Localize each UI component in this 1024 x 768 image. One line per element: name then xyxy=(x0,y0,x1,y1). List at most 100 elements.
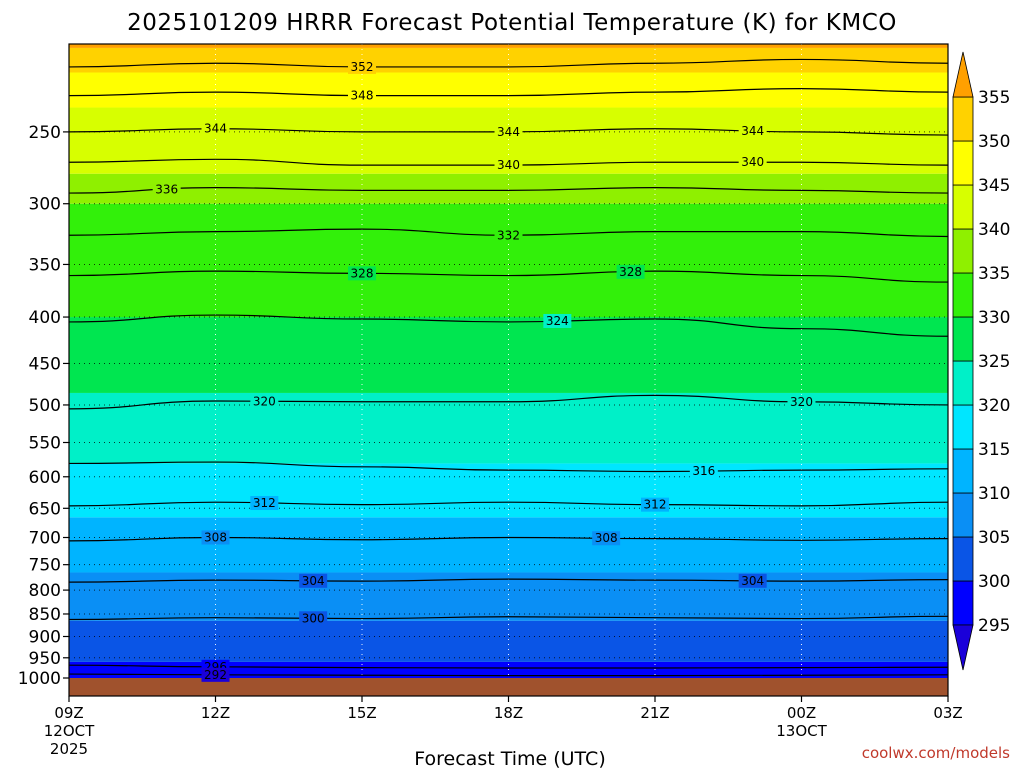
contour-label-328: 328 xyxy=(619,265,642,279)
contour-label-308: 308 xyxy=(595,531,618,545)
isentrope-324 xyxy=(69,314,948,337)
contour-label-348: 348 xyxy=(351,89,374,103)
contour-label-344: 344 xyxy=(204,122,227,136)
contour-label-344: 344 xyxy=(497,125,520,139)
colorbar-segment-350 xyxy=(952,96,974,142)
y-tick-label: 650 xyxy=(29,499,61,519)
y-tick-label: 350 xyxy=(29,255,61,275)
colorbar-label: 325 xyxy=(978,352,1010,372)
isentrope-316 xyxy=(69,461,948,473)
contour-label-316: 316 xyxy=(692,464,715,478)
y-tick-label: 300 xyxy=(29,195,61,215)
colorbar-extend-bottom xyxy=(952,624,974,671)
contour-label-bg xyxy=(250,496,279,511)
contour-label-bg xyxy=(689,464,718,479)
y-tick-label: 600 xyxy=(29,468,61,488)
y-tick-label: 450 xyxy=(29,354,61,374)
x-tick-date: 13OCT xyxy=(776,722,827,740)
colorbar-segment-335 xyxy=(952,228,974,274)
theta-band-317 xyxy=(69,463,948,518)
y-axis: 2503003504004505005506006507007508008509… xyxy=(18,123,69,689)
contour-label-bg xyxy=(299,573,328,588)
contour-label-312: 312 xyxy=(253,496,276,510)
contour-label-312: 312 xyxy=(644,498,667,512)
colorbar-segment-315 xyxy=(952,404,974,450)
contour-label-bg xyxy=(543,313,572,328)
colorbar-segment-300 xyxy=(952,536,974,582)
contour-label-324: 324 xyxy=(546,314,569,328)
y-tick-label: 800 xyxy=(29,581,61,601)
contour-label-bg xyxy=(348,88,376,103)
contour-label-bg xyxy=(641,497,669,512)
y-tick-label: 250 xyxy=(29,123,61,143)
contour-label-304: 304 xyxy=(741,574,764,588)
isentrope-304 xyxy=(69,578,948,583)
x-axis-label: Forecast Time (UTC) xyxy=(414,748,605,768)
contour-label-bg xyxy=(738,123,767,138)
colorbar-segment-325 xyxy=(952,316,974,362)
y-tick-label: 850 xyxy=(29,605,61,625)
colorbar-label: 340 xyxy=(978,220,1010,240)
x-tick-label: 18Z xyxy=(494,704,523,722)
contour-label-bg xyxy=(592,531,621,546)
colorbar-label: 335 xyxy=(978,264,1010,284)
theta-band-332 xyxy=(69,203,948,318)
x-tick-date: 12OCT xyxy=(44,722,95,740)
colorbar-label: 300 xyxy=(978,572,1010,592)
contour-label-340: 340 xyxy=(497,158,520,172)
x-tick-label: 12Z xyxy=(201,704,230,722)
contour-label-328: 328 xyxy=(351,266,374,280)
theta-band-337 xyxy=(69,173,948,204)
isentrope-352 xyxy=(69,58,948,68)
contour-label-bg xyxy=(494,228,523,243)
contour-label-344: 344 xyxy=(741,124,764,138)
colorbar-label: 320 xyxy=(978,396,1010,416)
credit-text: coolwx.com/models xyxy=(862,744,1010,762)
theta-band-302 xyxy=(69,620,948,662)
isentrope-328 xyxy=(69,270,948,283)
x-tick-label: 00Z xyxy=(787,704,816,722)
colorbar-extend-top xyxy=(952,51,974,98)
contour-label-304: 304 xyxy=(302,574,325,588)
isentrope-312 xyxy=(69,501,948,507)
colorbar-label: 345 xyxy=(978,176,1010,196)
y-tick-label: 1000 xyxy=(18,669,61,689)
y-tick-label: 550 xyxy=(29,433,61,453)
x-tick-year: 2025 xyxy=(50,740,88,758)
colorbar-segment-295 xyxy=(952,580,974,626)
y-tick-label: 900 xyxy=(29,627,61,647)
colorbar-label: 310 xyxy=(978,484,1010,504)
chart-title: 2025101209 HRRR Forecast Potential Tempe… xyxy=(127,10,897,36)
contour-label-332: 332 xyxy=(497,228,520,242)
contour-label-bg xyxy=(299,611,328,626)
isentrope-300 xyxy=(69,615,948,621)
contour-label-bg xyxy=(616,264,645,279)
contour-label-bg xyxy=(494,124,523,139)
colorbar-segment-320 xyxy=(952,360,974,406)
y-tick-label: 750 xyxy=(29,556,61,576)
contour-label-bg xyxy=(348,266,376,281)
contour-label-bg xyxy=(201,530,230,545)
isentrope-348 xyxy=(69,88,948,97)
contour-label-352: 352 xyxy=(351,60,374,74)
contour-label-340: 340 xyxy=(741,155,764,169)
y-tick-label: 400 xyxy=(29,308,61,328)
contour-label-bg xyxy=(738,573,767,588)
colorbar-legend: 295 300 305 310 315 320 325 330 335 340 345 350 355 xyxy=(952,51,1010,671)
x-tick-label: 15Z xyxy=(347,704,376,722)
x-tick-label: 09Z xyxy=(54,704,83,722)
colorbar-label: 330 xyxy=(978,308,1010,328)
colorbar-label: 315 xyxy=(978,440,1010,460)
colorbar-label: 350 xyxy=(978,132,1010,152)
y-tick-label: 500 xyxy=(29,396,61,416)
theta-band-347 xyxy=(69,72,948,108)
contour-label-320: 320 xyxy=(253,394,276,408)
colorbar-label: 295 xyxy=(978,616,1010,636)
contour-label-bg xyxy=(250,394,279,409)
contour-label-bg xyxy=(787,394,816,409)
y-tick-label: 950 xyxy=(29,649,61,669)
ground-band xyxy=(69,678,948,696)
y-tick-label: 700 xyxy=(29,528,61,548)
